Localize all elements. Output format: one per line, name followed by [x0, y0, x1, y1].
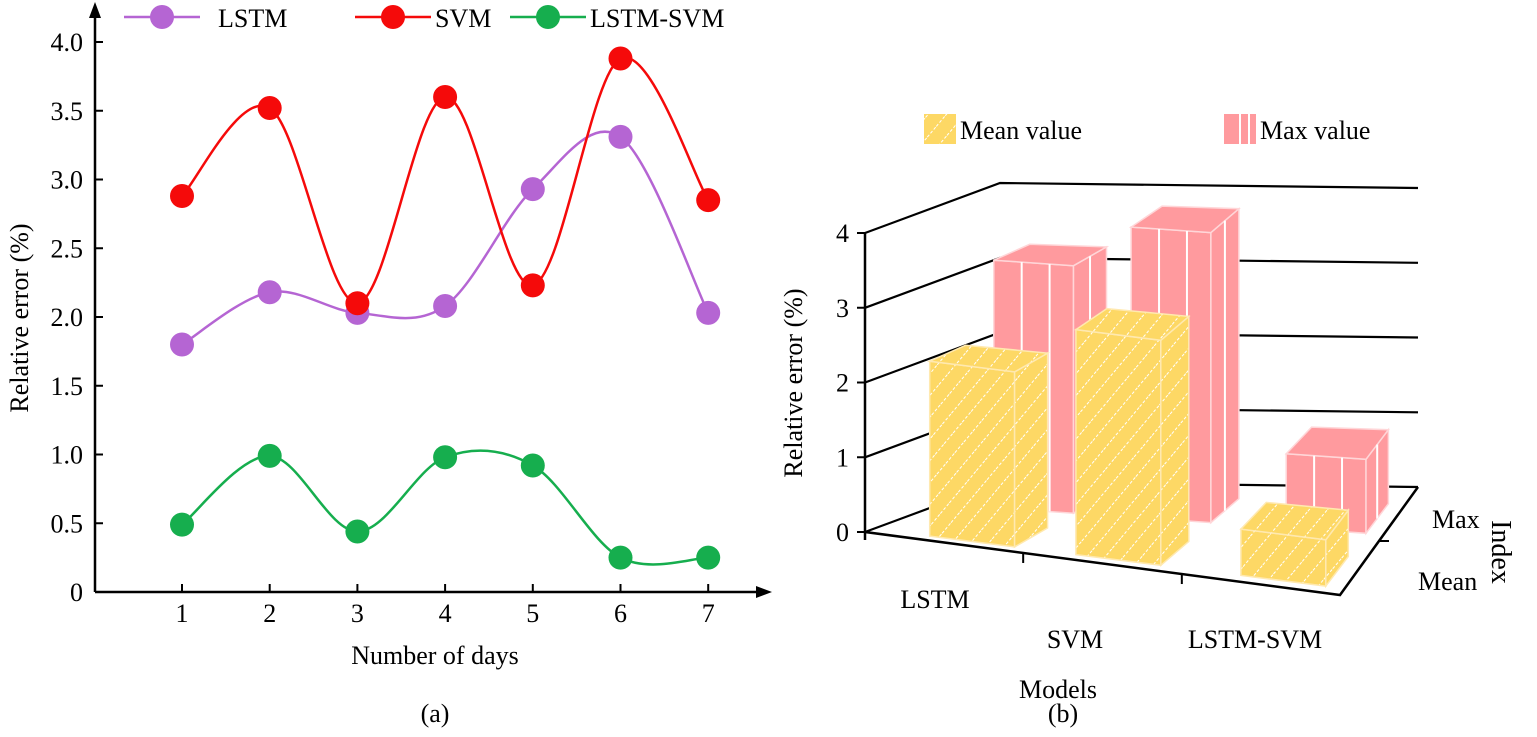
y-tick-label: 0: [836, 518, 849, 547]
bar-lstm-mean: [926, 344, 1051, 549]
data-point: [608, 124, 633, 149]
data-point: [257, 280, 282, 305]
x-tick-label: SVM: [1047, 625, 1103, 654]
line-chart-a: 0 0.5 1.0 1.5 2.0 2.5 3.0 3.5 4.0 1 2 3 4 5 6 7 Number o…: [5, 2, 772, 670]
x-tick-label: 5: [526, 599, 539, 628]
x-tick-label: 7: [702, 599, 715, 628]
bar-top-face: [1284, 426, 1390, 461]
depth-tick-label: Max: [1432, 505, 1480, 534]
bar-front-face: [1075, 328, 1162, 567]
data-point: [170, 184, 194, 208]
y-tick-label: 4.0: [51, 28, 84, 57]
data-point: [433, 445, 458, 470]
legend-marker: [536, 5, 560, 29]
bar-top-face: [926, 344, 1051, 373]
data-point: [433, 85, 458, 109]
y-tick-label: 3.0: [51, 166, 84, 195]
x-axis-arrow: [756, 586, 772, 598]
gridline: [864, 181, 1419, 235]
y-tick-label: 0.5: [51, 509, 84, 538]
data-point: [433, 294, 458, 318]
data-point: [696, 188, 721, 213]
y-tick-label: 1: [836, 443, 849, 472]
legend-label: LSTM-SVM: [590, 4, 724, 33]
y-axis-arrow: [89, 2, 101, 18]
data-point: [257, 443, 282, 468]
data-point: [608, 46, 633, 71]
y-tick-label: 4: [836, 219, 849, 248]
y-tick-label: 3.5: [51, 97, 84, 126]
x-axis-label: Models: [1019, 675, 1097, 704]
data-point: [520, 177, 545, 202]
bar-side-face: [1160, 314, 1190, 567]
data-point: [257, 96, 282, 120]
legend-marker: [381, 5, 405, 29]
legend-label: Max value: [1260, 116, 1370, 145]
y-axis-label: Relative error (%): [779, 288, 808, 477]
x-tick-label: 6: [614, 599, 627, 628]
bar-svm-mean: [1073, 307, 1191, 567]
legend-swatch-mean: [924, 114, 956, 144]
legend-label: Mean value: [960, 116, 1082, 145]
bar-lstm-svm-mean: [1239, 501, 1350, 589]
bar-top-face: [1073, 307, 1191, 342]
data-point: [608, 545, 633, 570]
data-point: [170, 332, 194, 357]
series-lstm: [170, 124, 721, 357]
legend-marker: [150, 5, 174, 29]
data-point: [696, 545, 721, 570]
x-tick-label: LSTM: [900, 585, 969, 614]
x-tick-label: 3: [351, 599, 364, 628]
data-point: [345, 519, 370, 544]
bar-top-face: [993, 243, 1110, 267]
data-point: [345, 291, 370, 316]
y-tick-label: 1.0: [51, 441, 84, 470]
x-tick-label: 4: [439, 599, 452, 628]
data-point: [520, 273, 545, 298]
depth-tick-label: Mean: [1418, 567, 1477, 596]
y-tick-label: 1.5: [51, 372, 84, 401]
data-point: [520, 453, 545, 478]
legend-label: SVM: [435, 4, 491, 33]
bar-side-face: [1013, 351, 1049, 549]
y-axis-label: Relative error (%): [5, 223, 34, 412]
y-tick-label: 3: [836, 294, 849, 323]
caption-b: (b): [1048, 699, 1078, 728]
data-point: [170, 512, 194, 537]
y-tick-label: 2: [836, 369, 849, 398]
x-axis-label: Number of days: [351, 641, 519, 670]
x-tick-label: 2: [263, 599, 276, 628]
data-point: [696, 300, 721, 325]
bar-front-face: [928, 360, 1016, 548]
y-tick-label: 2.5: [51, 234, 84, 263]
caption-a: (a): [421, 699, 450, 728]
x-tick-label: LSTM-SVM: [1188, 625, 1322, 654]
bar-top-face: [1239, 501, 1350, 541]
x-tick-label: 1: [176, 599, 189, 628]
legend-label: LSTM: [218, 4, 287, 33]
bar-top-face: [1128, 205, 1241, 234]
depth-axis-label: Index: [1485, 520, 1516, 584]
series-lstm-svm: [170, 443, 721, 570]
y-tick-label: 0: [70, 578, 83, 607]
series-svm: [170, 46, 721, 316]
y-tick-label: 2.0: [51, 303, 84, 332]
